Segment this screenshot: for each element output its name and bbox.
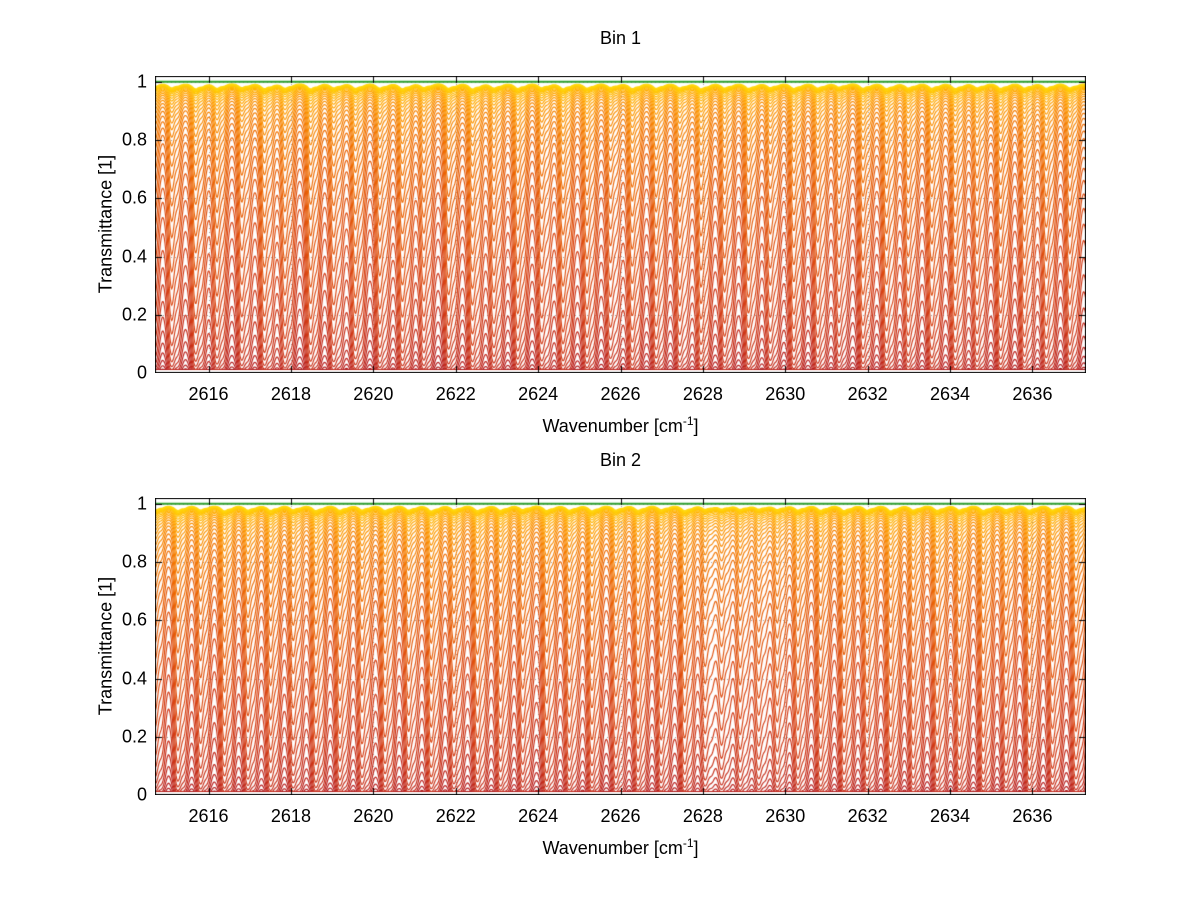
y-tick-label: 0.6: [121, 609, 147, 630]
x-tick-label: 2624: [518, 384, 559, 404]
y-tick-labels: 0 0.2 0.4 0.6 0.8 1: [0, 6, 150, 446]
plot-area-bin1: [155, 76, 1086, 373]
subplot-bin2: Bin 2 Transmittance [1] 0 0.2 0.4 0.6 0.8 1 2…: [0, 428, 1200, 868]
x-tick-label: 2618: [270, 384, 311, 404]
y-tick-label: 0.6: [121, 187, 147, 208]
y-tick-label: 0: [136, 362, 147, 383]
y-tick-label: 0.8: [121, 551, 147, 572]
x-tick-label: 2628: [682, 806, 723, 826]
x-tick-label: 2632: [847, 384, 888, 404]
x-axis-label: Wavenumber [cm-1]: [155, 414, 1086, 437]
x-tick-labels: 2616 2618 2620 2622 2624 2626 2628 2630 2632 2634…: [0, 806, 1200, 830]
x-tick-label: 2620: [353, 384, 394, 404]
x-tick-label: 2632: [847, 806, 888, 826]
x-axis-label-superscript: -1: [682, 414, 694, 428]
plot-title: Bin 2: [599, 450, 642, 470]
x-axis-label-superscript: -1: [682, 836, 694, 850]
y-tick-label: 0: [136, 784, 147, 805]
y-tick-label: 0.8: [121, 129, 147, 150]
x-tick-label: 2636: [1012, 384, 1053, 404]
y-tick-label: 0.2: [121, 304, 147, 325]
y-tick-labels: 0 0.2 0.4 0.6 0.8 1: [0, 428, 150, 868]
subplot-bin1: Bin 1 Transmittance [1] 0 0.2 0.4 0.6 0.8 1 2…: [0, 6, 1200, 446]
x-axis-label-end: ]: [693, 416, 699, 436]
x-tick-label: 2634: [930, 384, 971, 404]
x-tick-label: 2626: [600, 384, 641, 404]
x-tick-label: 2616: [188, 384, 229, 404]
x-tick-label: 2626: [600, 806, 641, 826]
x-tick-label: 2618: [270, 806, 311, 826]
x-tick-label: 2624: [518, 806, 559, 826]
y-tick-label: 1: [136, 71, 147, 92]
y-tick-label: 0.4: [121, 668, 147, 689]
x-tick-label: 2630: [765, 806, 806, 826]
x-axis-label-base: Wavenumber [cm: [542, 416, 683, 436]
x-tick-label: 2634: [930, 806, 971, 826]
y-tick-label: 0.4: [121, 246, 147, 267]
x-tick-label: 2636: [1012, 806, 1053, 826]
x-tick-label: 2630: [765, 384, 806, 404]
x-tick-label: 2622: [435, 384, 476, 404]
y-tick-label: 1: [136, 493, 147, 514]
x-tick-labels: 2616 2618 2620 2622 2624 2626 2628 2630 2632 2634…: [0, 384, 1200, 408]
x-axis-label-end: ]: [693, 838, 699, 858]
plot-area-bin2: [155, 498, 1086, 795]
x-axis-label: Wavenumber [cm-1]: [155, 836, 1086, 859]
plot-title: Bin 1: [599, 28, 642, 48]
x-tick-label: 2616: [188, 806, 229, 826]
x-axis-label-base: Wavenumber [cm: [542, 838, 683, 858]
y-tick-label: 0.2: [121, 726, 147, 747]
x-tick-label: 2628: [682, 384, 723, 404]
x-tick-label: 2622: [435, 806, 476, 826]
x-tick-label: 2620: [353, 806, 394, 826]
